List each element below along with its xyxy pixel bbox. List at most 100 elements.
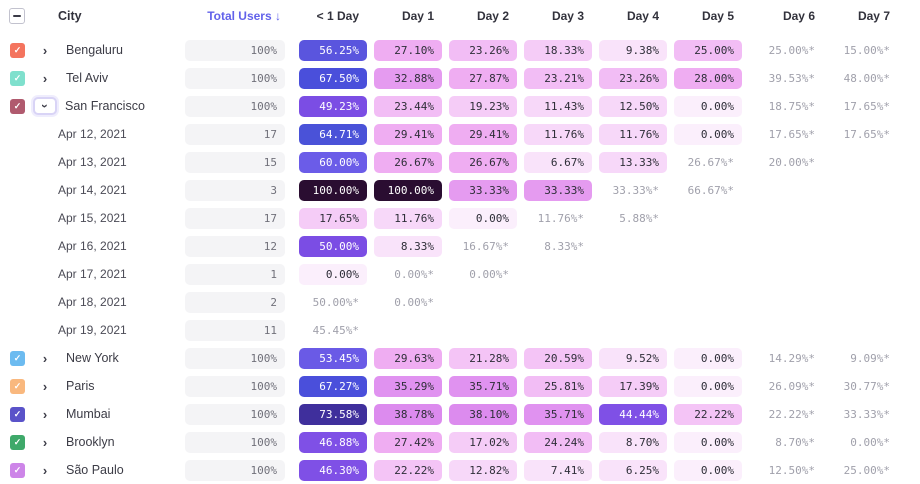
retention-cell[interactable]: 0.00% bbox=[674, 431, 742, 453]
retention-cell[interactable]: 27.87% bbox=[449, 67, 517, 89]
column-header-day-3[interactable]: Day 3 bbox=[551, 9, 584, 23]
retention-cell[interactable]: 44.44% bbox=[599, 403, 667, 425]
retention-cell[interactable]: 12.82% bbox=[449, 459, 517, 481]
retention-cell[interactable]: 11.76% bbox=[599, 123, 667, 145]
row-checkbox[interactable]: ✓ bbox=[10, 350, 25, 366]
expand-chevron-icon[interactable]: › bbox=[32, 380, 58, 393]
retention-cell[interactable]: 26.67% bbox=[449, 151, 517, 173]
column-header-total-users[interactable]: Total Users ↓ bbox=[207, 9, 281, 23]
retention-cell[interactable]: 26.67% bbox=[374, 151, 442, 173]
retention-cell[interactable]: 29.63% bbox=[374, 347, 442, 369]
retention-cell[interactable]: 35.29% bbox=[374, 375, 442, 397]
column-header-day-4[interactable]: Day 4 bbox=[626, 9, 659, 23]
row-checkbox[interactable]: ✓ bbox=[10, 98, 25, 114]
retention-cell[interactable]: 11.76% bbox=[524, 123, 592, 145]
retention-cell[interactable]: 64.71% bbox=[299, 123, 367, 145]
retention-cell[interactable]: 32.88% bbox=[374, 67, 442, 89]
retention-cell[interactable]: 6.67% bbox=[524, 151, 592, 173]
column-header-city[interactable]: City bbox=[58, 9, 82, 23]
expand-chevron-icon[interactable]: › bbox=[32, 436, 58, 449]
retention-cell[interactable]: 28.00% bbox=[674, 67, 742, 89]
retention-cell[interactable]: 35.71% bbox=[449, 375, 517, 397]
retention-cell[interactable]: 0.00% bbox=[674, 347, 742, 369]
retention-cell[interactable]: 17.65% bbox=[299, 207, 367, 229]
empty-cell bbox=[749, 320, 823, 341]
retention-cell[interactable]: 73.58% bbox=[299, 403, 367, 425]
retention-cell[interactable]: 17.39% bbox=[599, 375, 667, 397]
retention-cell[interactable]: 67.27% bbox=[299, 375, 367, 397]
expand-chevron-icon[interactable]: › bbox=[32, 352, 58, 365]
row-checkbox[interactable]: ✓ bbox=[10, 42, 25, 58]
total-users-cell: 100% bbox=[185, 67, 285, 89]
retention-cell[interactable]: 100.00% bbox=[299, 179, 367, 201]
retention-cell[interactable]: 38.78% bbox=[374, 403, 442, 425]
expand-chevron-icon[interactable]: › bbox=[32, 72, 58, 85]
retention-cell[interactable]: 11.76% bbox=[374, 207, 442, 229]
column-header-lt-1-day[interactable]: < 1 Day bbox=[316, 9, 359, 23]
retention-cell[interactable]: 9.38% bbox=[599, 39, 667, 61]
column-header-day-7[interactable]: Day 7 bbox=[857, 9, 890, 23]
expand-chevron-icon[interactable]: › bbox=[32, 464, 58, 477]
retention-cell[interactable]: 67.50% bbox=[299, 67, 367, 89]
expand-chevron-icon[interactable]: › bbox=[32, 44, 58, 57]
retention-cell[interactable]: 24.24% bbox=[524, 431, 592, 453]
retention-cell[interactable]: 8.70% bbox=[599, 431, 667, 453]
retention-cell[interactable]: 6.25% bbox=[599, 459, 667, 481]
retention-cell[interactable]: 35.71% bbox=[524, 403, 592, 425]
retention-cell[interactable]: 46.88% bbox=[299, 431, 367, 453]
retention-cell[interactable]: 27.42% bbox=[374, 431, 442, 453]
retention-cell[interactable]: 13.33% bbox=[599, 151, 667, 173]
retention-cell[interactable]: 33.33% bbox=[449, 179, 517, 201]
retention-cell[interactable]: 23.26% bbox=[599, 67, 667, 89]
row-checkbox[interactable]: ✓ bbox=[10, 462, 25, 478]
column-header-day-5[interactable]: Day 5 bbox=[701, 9, 734, 23]
row-checkbox[interactable]: ✓ bbox=[10, 378, 25, 394]
row-checkbox[interactable]: ✓ bbox=[10, 70, 25, 86]
retention-cell[interactable]: 56.25% bbox=[299, 39, 367, 61]
retention-cell[interactable]: 27.10% bbox=[374, 39, 442, 61]
retention-cell[interactable]: 0.00% bbox=[299, 263, 367, 285]
retention-cell[interactable]: 0.00% bbox=[674, 95, 742, 117]
retention-cell[interactable]: 46.30% bbox=[299, 459, 367, 481]
retention-cell[interactable]: 29.41% bbox=[374, 123, 442, 145]
retention-cell[interactable]: 20.59% bbox=[524, 347, 592, 369]
retention-cell[interactable]: 23.44% bbox=[374, 95, 442, 117]
retention-cell[interactable]: 0.00% bbox=[674, 123, 742, 145]
retention-cell[interactable]: 22.22% bbox=[374, 459, 442, 481]
retention-table-body: ✓ › Bengaluru 100% 56.25% 27.10% 23.26% 18.33% 9… bbox=[0, 36, 920, 484]
retention-cell[interactable]: 9.52% bbox=[599, 347, 667, 369]
select-all-checkbox[interactable] bbox=[9, 8, 25, 24]
retention-cell[interactable]: 50.00% bbox=[299, 235, 367, 257]
collapse-chevron-icon[interactable]: › bbox=[33, 97, 57, 115]
retention-cell[interactable]: 18.33% bbox=[524, 39, 592, 61]
retention-cell[interactable]: 23.26% bbox=[449, 39, 517, 61]
column-header-day-1[interactable]: Day 1 bbox=[401, 9, 434, 23]
retention-cell[interactable]: 25.00% bbox=[674, 39, 742, 61]
retention-cell[interactable]: 0.00% bbox=[674, 459, 742, 481]
retention-cell[interactable]: 12.50% bbox=[599, 95, 667, 117]
retention-cell-incomplete: 17.65%* bbox=[768, 127, 815, 141]
retention-cell[interactable]: 29.41% bbox=[449, 123, 517, 145]
column-header-day-2[interactable]: Day 2 bbox=[476, 9, 509, 23]
retention-cell[interactable]: 38.10% bbox=[449, 403, 517, 425]
retention-cell[interactable]: 33.33% bbox=[524, 179, 592, 201]
retention-cell[interactable]: 0.00% bbox=[674, 375, 742, 397]
row-checkbox[interactable]: ✓ bbox=[10, 434, 25, 450]
retention-cell[interactable]: 22.22% bbox=[674, 403, 742, 425]
retention-cell[interactable]: 49.23% bbox=[299, 95, 367, 117]
retention-cell[interactable]: 23.21% bbox=[524, 67, 592, 89]
retention-cell[interactable]: 53.45% bbox=[299, 347, 367, 369]
retention-cell[interactable]: 25.81% bbox=[524, 375, 592, 397]
retention-cell[interactable]: 7.41% bbox=[524, 459, 592, 481]
retention-cell[interactable]: 11.43% bbox=[524, 95, 592, 117]
retention-cell[interactable]: 8.33% bbox=[374, 235, 442, 257]
row-checkbox[interactable]: ✓ bbox=[10, 406, 25, 422]
retention-cell[interactable]: 17.02% bbox=[449, 431, 517, 453]
expand-chevron-icon[interactable]: › bbox=[32, 408, 58, 421]
retention-cell[interactable]: 19.23% bbox=[449, 95, 517, 117]
column-header-day-6[interactable]: Day 6 bbox=[782, 9, 815, 23]
retention-cell[interactable]: 100.00% bbox=[374, 179, 442, 201]
retention-cell[interactable]: 60.00% bbox=[299, 151, 367, 173]
retention-cell[interactable]: 0.00% bbox=[449, 207, 517, 229]
retention-cell[interactable]: 21.28% bbox=[449, 347, 517, 369]
